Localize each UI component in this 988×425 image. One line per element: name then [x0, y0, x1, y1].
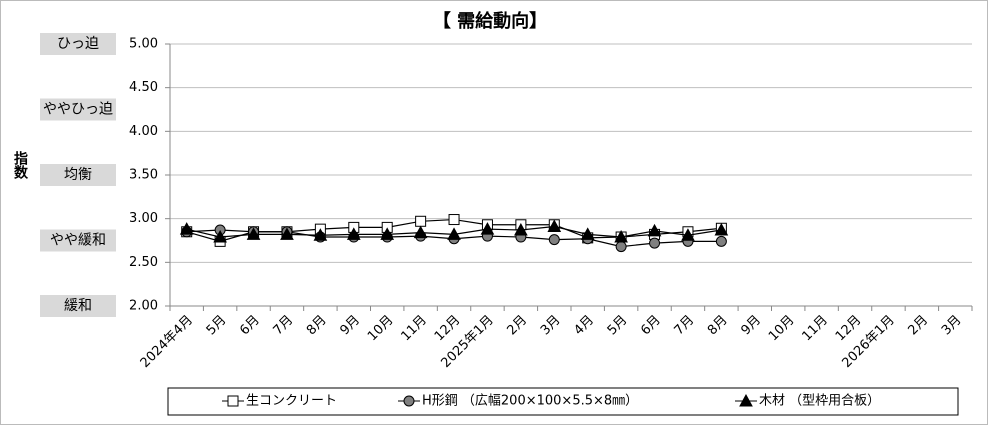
y-tick-label: 2.00: [129, 299, 158, 314]
marker: [739, 393, 753, 407]
legend-box: [167, 387, 959, 416]
marker: [280, 227, 294, 240]
y-tick-label: 3.50: [129, 168, 158, 183]
marker: [213, 229, 227, 243]
level-box: [40, 98, 116, 121]
marker: [647, 223, 662, 237]
marker: [413, 225, 428, 239]
marker: [346, 227, 361, 240]
marker: [480, 222, 495, 235]
level-box: [40, 229, 116, 252]
marker: [313, 228, 328, 241]
marker: [714, 222, 729, 236]
marker: [447, 227, 461, 240]
marker: [580, 227, 595, 240]
level-label: 均衡: [64, 167, 92, 183]
level-box: [40, 164, 116, 186]
y-tick-label: 4.50: [129, 80, 158, 95]
marker: [514, 222, 528, 236]
marker: [548, 234, 560, 246]
y-tick-label: 4.00: [129, 124, 158, 139]
legend-label: H形鋼 （広幅200×100×5.5×8㎜）: [422, 394, 638, 409]
marker: [380, 227, 395, 240]
y-tick-label: 5.00: [129, 37, 158, 52]
level-label: 緩和: [64, 298, 92, 314]
marker: [448, 214, 460, 226]
level-label: やや緩和: [50, 233, 106, 249]
marker: [415, 215, 427, 227]
marker: [403, 395, 415, 407]
level-label: ひっ迫: [57, 36, 99, 52]
marker: [246, 227, 261, 240]
y-tick-label: 2.50: [129, 255, 158, 270]
marker: [615, 241, 627, 253]
marker: [715, 235, 727, 247]
y-tick-label: 3.00: [129, 211, 158, 226]
level-label: ややひっ迫: [43, 102, 113, 118]
marker: [547, 219, 562, 233]
legend-label: 木材 （型枠用合板）: [759, 394, 880, 409]
marker: [227, 395, 239, 407]
marker: [681, 228, 695, 241]
marker: [649, 237, 661, 249]
chart-title: 【 需給動向】: [433, 10, 547, 32]
level-box: [40, 33, 116, 55]
y-axis-label: 指数: [12, 150, 28, 180]
level-box: [40, 295, 116, 317]
legend-label: 生コンクリート: [246, 394, 337, 409]
marker: [179, 222, 194, 235]
marker: [614, 229, 628, 243]
